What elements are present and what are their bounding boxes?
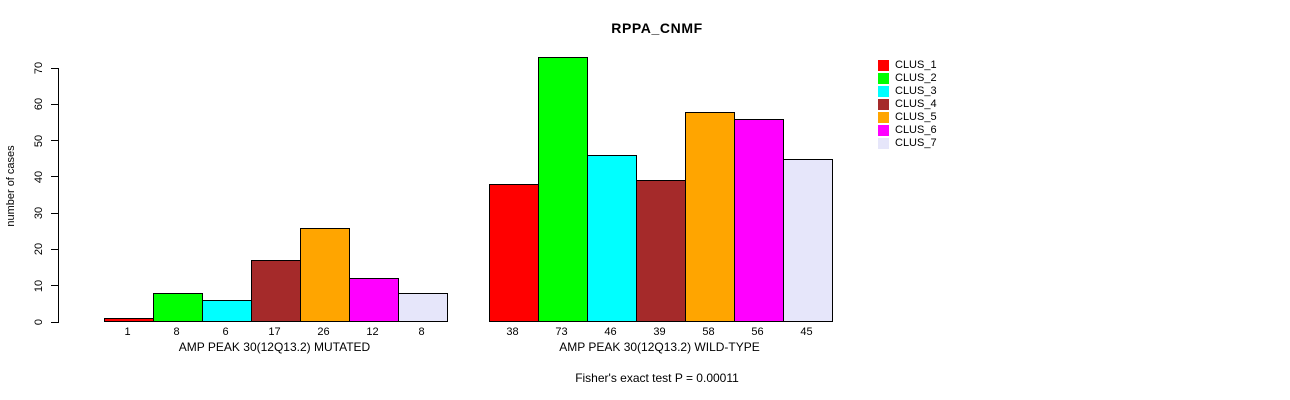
- legend-item-clus_4: CLUS_4: [878, 99, 937, 110]
- bar-group-mutated: [104, 68, 448, 322]
- chart-title: RPPA_CNMF: [611, 20, 703, 36]
- bar-value-label: 73: [555, 326, 568, 338]
- bar-clus_3-mutated: [202, 300, 252, 322]
- legend-label: CLUS_7: [895, 137, 937, 149]
- y-axis-tick-label: 70: [33, 61, 45, 75]
- bar-value-label: 46: [604, 326, 617, 338]
- bar-clus_7-wild-type: [783, 159, 833, 322]
- bar-value-label: 12: [366, 326, 379, 338]
- y-axis-tick: [51, 176, 59, 178]
- bar-value-label: 6: [222, 326, 229, 338]
- legend-label: CLUS_2: [895, 72, 937, 84]
- bar-clus_6-mutated: [349, 278, 399, 322]
- legend-label: CLUS_3: [895, 85, 937, 97]
- bar-clus_7-mutated: [398, 293, 448, 322]
- bar-clus_1-wild-type: [489, 184, 539, 322]
- legend-label: CLUS_6: [895, 124, 937, 136]
- bar-clus_3-wild-type: [587, 155, 637, 322]
- legend-item-clus_7: CLUS_7: [878, 138, 937, 149]
- y-axis-title: number of cases: [5, 145, 17, 227]
- bar-value-label: 8: [173, 326, 180, 338]
- y-axis-tick: [51, 103, 59, 105]
- legend-item-clus_3: CLUS_3: [878, 86, 937, 97]
- bar-value-label: 1: [124, 326, 131, 338]
- bar-group-wild-type: [489, 57, 833, 322]
- x-axis-group-label: AMP PEAK 30(12Q13.2) WILD-TYPE: [559, 340, 760, 354]
- legend-label: CLUS_4: [895, 98, 937, 110]
- y-axis-tick: [51, 321, 59, 323]
- legend-color-swatch: [878, 73, 889, 84]
- bar-value-label: 17: [268, 326, 281, 338]
- y-axis-tick: [51, 212, 59, 214]
- y-axis-tick-label: 60: [33, 98, 45, 111]
- bar-value-label: 26: [317, 326, 330, 338]
- legend-color-swatch: [878, 125, 889, 136]
- bar-value-label: 45: [800, 326, 813, 338]
- legend-color-swatch: [878, 60, 889, 71]
- y-axis-tick-label: 20: [33, 243, 45, 256]
- bar-clus_5-wild-type: [685, 112, 735, 322]
- legend-color-swatch: [878, 99, 889, 110]
- footnote: Fisher's exact test P = 0.00011: [575, 371, 739, 385]
- legend-item-clus_1: CLUS_1: [878, 60, 937, 71]
- bar-clus_2-wild-type: [538, 57, 588, 322]
- bar-value-label: 38: [506, 326, 519, 338]
- y-axis-tick-label: 50: [33, 134, 45, 147]
- bar-value-label: 39: [653, 326, 666, 338]
- y-axis-tick: [51, 140, 59, 142]
- bar-value-label: 8: [418, 326, 425, 338]
- y-axis-tick-label: 10: [33, 279, 45, 292]
- legend-color-swatch: [878, 138, 889, 149]
- bar-value-label: 56: [751, 326, 764, 338]
- bar-value-label: 58: [702, 326, 715, 338]
- legend-item-clus_6: CLUS_6: [878, 125, 937, 136]
- bar-clus_4-wild-type: [636, 180, 686, 322]
- y-axis-tick: [51, 67, 59, 69]
- y-axis-tick-label: 0: [33, 318, 45, 326]
- legend: CLUS_1 CLUS_2 CLUS_3 CLUS_4 CLUS_5 CLUS_6 CLUS…: [878, 60, 937, 149]
- legend-item-clus_2: CLUS_2: [878, 73, 937, 84]
- y-axis-tick: [51, 248, 59, 250]
- legend-label: CLUS_5: [895, 111, 937, 123]
- bar-clus_5-mutated: [300, 228, 350, 322]
- bar-clus_1-mutated: [104, 318, 154, 322]
- bar-clus_2-mutated: [153, 293, 203, 322]
- plot-area: 0 10 20 30 40 50 60 70: [33, 57, 868, 325]
- bar-clus_6-wild-type: [734, 119, 784, 322]
- y-axis-tick-label: 40: [33, 170, 45, 183]
- x-axis-group-label: AMP PEAK 30(12Q13.2) MUTATED: [178, 340, 371, 354]
- legend-color-swatch: [878, 86, 889, 97]
- legend-item-clus_5: CLUS_5: [878, 112, 937, 123]
- bar-clus_4-mutated: [251, 260, 301, 322]
- y-axis-tick: [51, 285, 59, 287]
- legend-label: CLUS_1: [895, 59, 937, 71]
- legend-color-swatch: [878, 112, 889, 123]
- y-axis-tick-label: 30: [33, 207, 45, 220]
